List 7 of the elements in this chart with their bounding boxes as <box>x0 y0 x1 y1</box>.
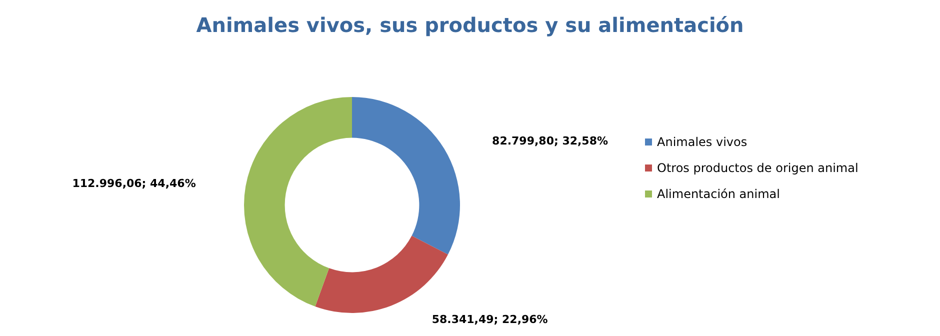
data-label: 58.341,49; 22,96% <box>432 313 548 326</box>
data-label: 82.799,80; 32,58% <box>492 134 608 148</box>
data-label: 112.996,06; 44,46% <box>72 177 196 190</box>
legend-label: Otros productos de origen animal <box>657 161 858 175</box>
chart-title: Animales vivos, sus productos y su alimentación <box>196 13 744 37</box>
legend-label: Alimentación animal <box>657 187 780 201</box>
legend-label: Animales vivos <box>657 135 748 149</box>
